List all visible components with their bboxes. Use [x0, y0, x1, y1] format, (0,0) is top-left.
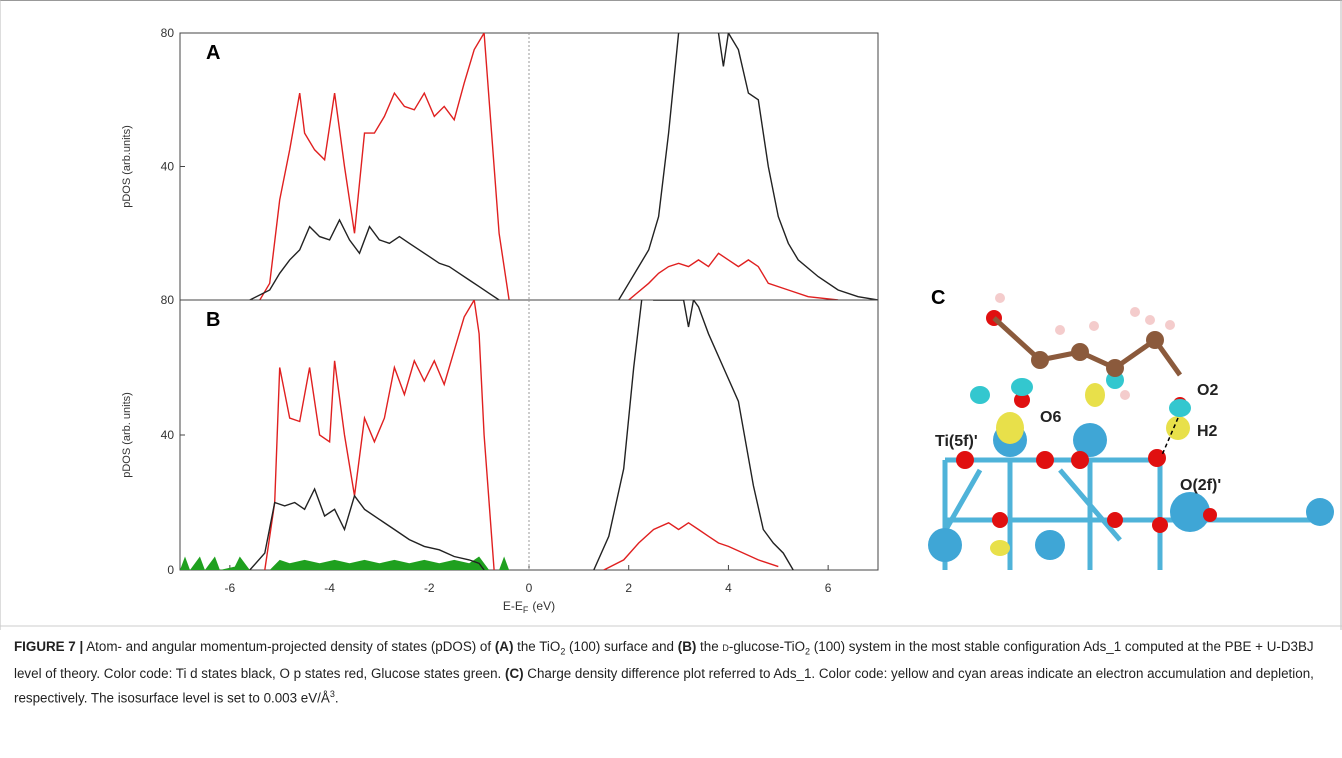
molecule-panel: C O2 O6 H2 Ti(5f)' O(2f)' — [928, 287, 1334, 572]
x-tick-label: 0 — [526, 581, 533, 595]
caption-run: . — [335, 690, 339, 705]
line — [250, 283, 793, 570]
panel-bg — [930, 290, 1330, 572]
x-axis-label: E-EF(eV) — [503, 599, 555, 615]
x-tick-label: -6 — [225, 581, 236, 595]
atom-label: O6 — [1040, 409, 1061, 426]
caption-run: (A) — [495, 639, 514, 654]
y-tick-label: 80 — [161, 293, 175, 307]
y-axis-label: pDOS (arb.units) — [121, 125, 133, 208]
y-tick-label: 80 — [161, 26, 175, 40]
caption-run: the TiO — [513, 639, 560, 654]
line — [265, 300, 779, 570]
caption-run: (B) — [678, 639, 697, 654]
y-tick-label: 40 — [161, 428, 175, 442]
caption: FIGURE 7 | Atom- and angular momentum-pr… — [14, 636, 1326, 708]
caption-run: -glucose-TiO — [729, 639, 805, 654]
x-tick-label: 6 — [825, 581, 832, 595]
x-label-unit: (eV) — [532, 599, 555, 613]
caption-run: the — [696, 639, 722, 654]
x-label-sub: F — [523, 605, 529, 615]
panel-label: C — [931, 287, 945, 309]
panel-label: A — [206, 42, 220, 64]
caption-run: FIGURE 7 | — [14, 639, 83, 654]
x-tick-label: 4 — [725, 581, 732, 595]
line — [260, 33, 838, 300]
atom-label: O2 — [1197, 382, 1218, 399]
atom-label: H2 — [1197, 423, 1218, 440]
panel-label: B — [206, 309, 220, 331]
y-axis-label: pDOS (arb. units) — [121, 392, 133, 478]
x-tick-label: -2 — [424, 581, 435, 595]
atom-label: Ti(5f)' — [935, 433, 978, 450]
y-tick-label: 0 — [167, 563, 174, 577]
x-tick-label: 2 — [625, 581, 632, 595]
y-tick-label: 40 — [161, 160, 175, 174]
caption-run: (C) — [505, 666, 524, 681]
atom-label: O(2f)' — [1180, 477, 1221, 494]
series-group — [180, 283, 793, 570]
x-label-main: E-E — [503, 599, 523, 613]
area — [180, 557, 509, 571]
x-tick-label: -4 — [324, 581, 335, 595]
caption-run: (100) surface and — [565, 639, 677, 654]
caption-run: Atom- and angular momentum-projected den… — [83, 639, 495, 654]
series-group — [250, 16, 878, 300]
